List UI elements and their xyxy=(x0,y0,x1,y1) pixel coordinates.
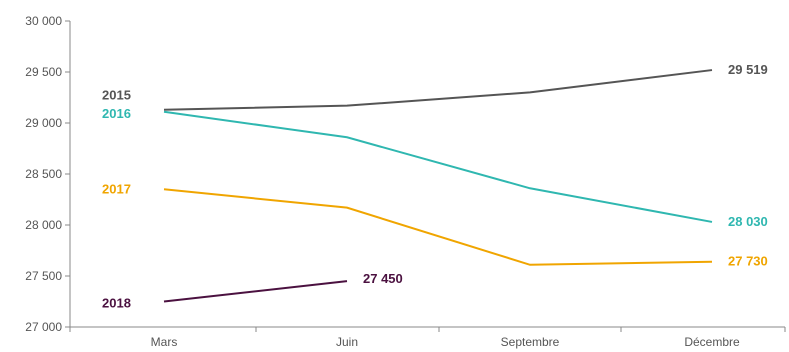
end-value-label-2016: 28 030 xyxy=(728,214,768,229)
value-labels: 29 519 28 030 27 730 27 450 xyxy=(363,62,768,286)
series-line-2015 xyxy=(163,69,713,111)
x-tick-label: Mars xyxy=(151,335,178,349)
y-tick-label: 27 000 xyxy=(25,320,62,334)
y-tick-label: 29 500 xyxy=(25,65,62,79)
x-ticks: Mars Juin Septembre Décembre xyxy=(69,327,786,349)
series-label-2015: 2015 xyxy=(102,88,131,103)
series-line-2016 xyxy=(163,110,713,223)
series-lines xyxy=(163,69,713,303)
y-tick-label: 28 500 xyxy=(25,167,62,181)
y-tick-label: 30 000 xyxy=(25,14,62,28)
x-tick-label: Décembre xyxy=(684,335,740,349)
series-line-2017 xyxy=(163,188,713,266)
x-tick-label: Septembre xyxy=(501,335,560,349)
series-label-2017: 2017 xyxy=(102,181,131,196)
y-tick-label: 29 000 xyxy=(25,116,62,130)
end-value-label-2018: 27 450 xyxy=(363,271,403,286)
y-ticks: 27 000 27 500 28 000 28 500 29 000 29 500 30 0… xyxy=(25,14,70,334)
x-tick-label: Juin xyxy=(336,335,358,349)
y-tick-label: 27 500 xyxy=(25,269,62,283)
series-label-2018: 2018 xyxy=(102,296,131,311)
end-value-label-2017: 27 730 xyxy=(728,254,768,269)
series-line-2018 xyxy=(163,280,348,303)
series-labels: 2015 2016 2017 2018 xyxy=(102,88,131,311)
series-label-2016: 2016 xyxy=(102,106,131,121)
axes xyxy=(69,21,785,328)
y-tick-label: 28 000 xyxy=(25,218,62,232)
end-value-label-2015: 29 519 xyxy=(728,62,768,77)
